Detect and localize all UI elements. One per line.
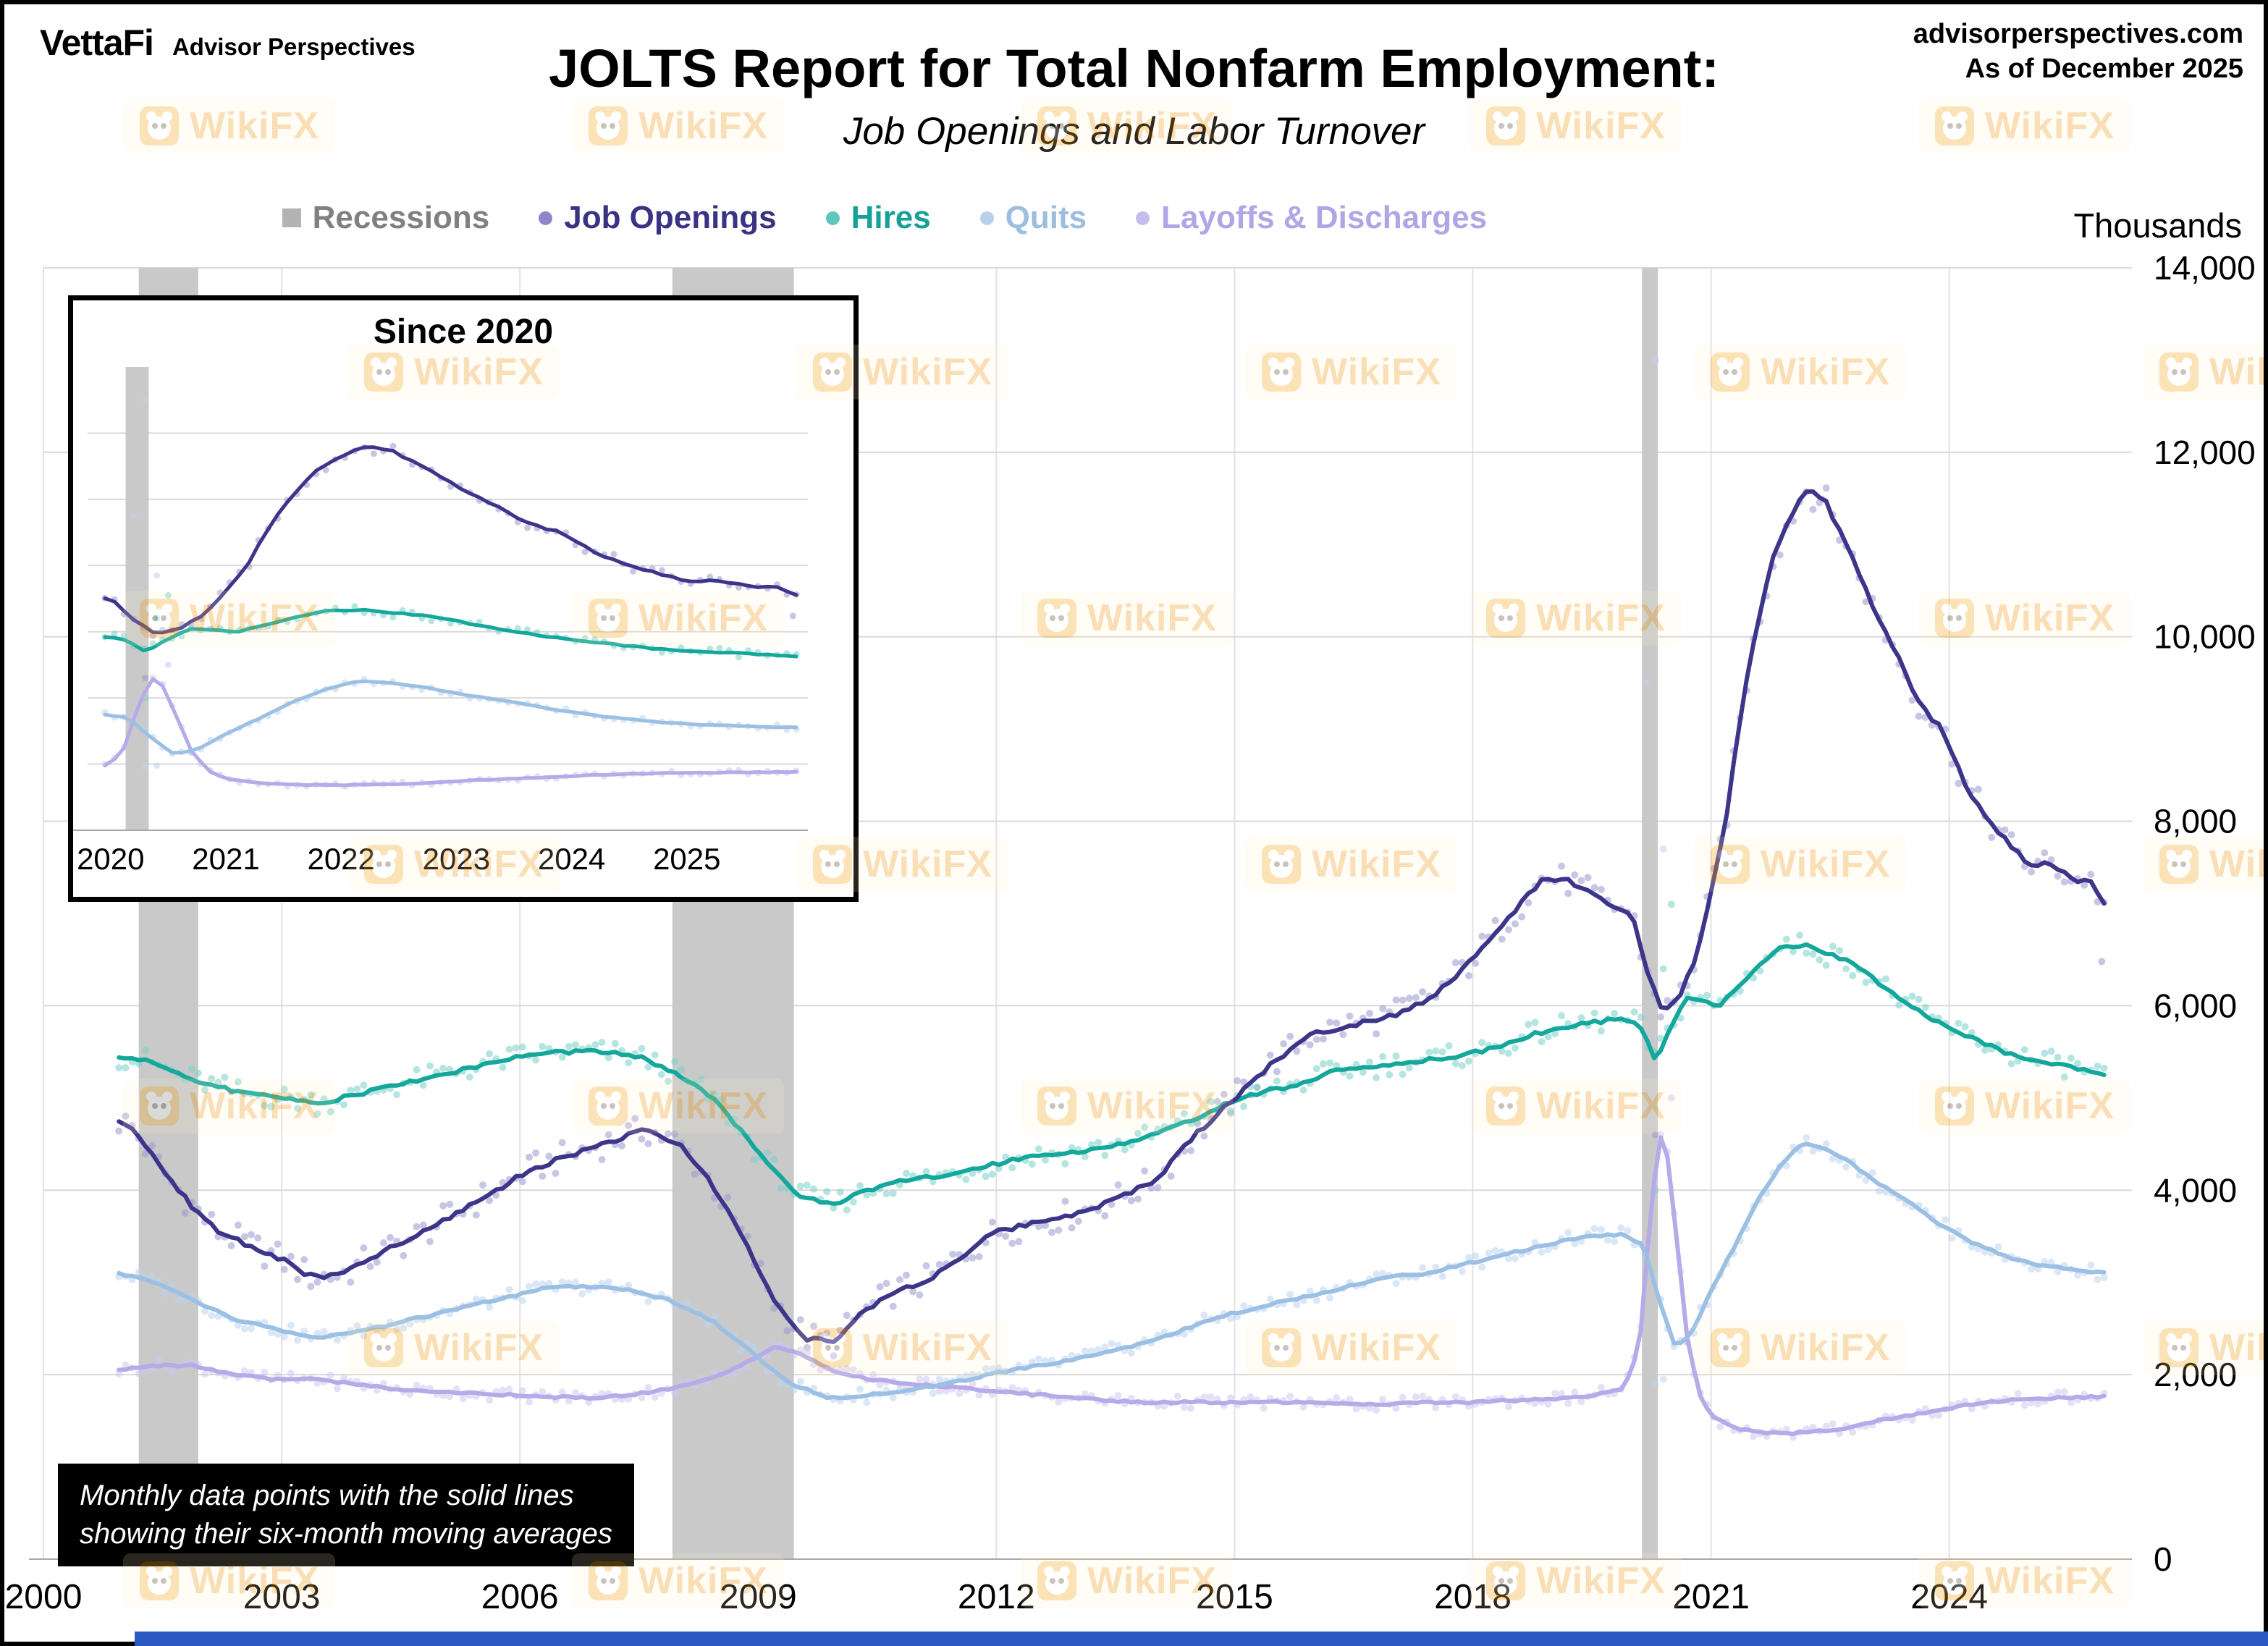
as-of-date: As of December 2025 xyxy=(1965,53,2243,84)
legend-item-job-openings: Job Openings xyxy=(539,200,777,236)
svg-text:2015: 2015 xyxy=(1196,1578,1273,1616)
legend-marker-recessions xyxy=(282,208,301,227)
legend-label-quits: Quits xyxy=(1005,200,1087,235)
bottom-blue-bar xyxy=(135,1632,2268,1646)
legend-label-recessions: Recessions xyxy=(312,200,490,235)
svg-text:2023: 2023 xyxy=(423,842,490,876)
inset-dots-hires xyxy=(101,591,800,701)
inset-line-quits xyxy=(103,679,798,755)
svg-text:2009: 2009 xyxy=(720,1578,797,1616)
legend-label-layoffs: Layoffs & Discharges xyxy=(1161,200,1488,235)
chart-subtitle: Job Openings and Labor Turnover xyxy=(843,110,1425,153)
inset-chart-box: 2020 2021 2022 2023 2024 2025 Since 2020 xyxy=(68,295,859,902)
source-block: advisorperspectives.com As of December 2… xyxy=(1913,17,2243,86)
legend-marker-job-openings xyxy=(539,211,553,225)
svg-text:2000: 2000 xyxy=(5,1578,83,1616)
svg-text:0: 0 xyxy=(2154,1540,2172,1578)
svg-text:2022: 2022 xyxy=(307,842,374,876)
svg-text:2006: 2006 xyxy=(481,1578,559,1616)
inset-gridlines xyxy=(88,432,808,765)
caption-line-2: showing their six-month moving averages xyxy=(80,1517,612,1550)
svg-text:2,000: 2,000 xyxy=(2154,1356,2237,1393)
main-dots-quits xyxy=(115,1134,2108,1406)
svg-text:2025: 2025 xyxy=(653,842,720,876)
source-site: advisorperspectives.com xyxy=(1913,19,2243,49)
svg-text:6,000: 6,000 xyxy=(2154,987,2237,1024)
legend-item-layoffs: Layoffs & Discharges xyxy=(1136,200,1487,236)
legend-label-job-openings: Job Openings xyxy=(564,200,777,235)
advisor-perspectives-label: Advisor Perspectives xyxy=(172,33,416,60)
units-label: Thousands xyxy=(2073,206,2242,245)
inset-chart: 2020 2021 2022 2023 2024 2025 xyxy=(73,367,808,876)
vettafi-logo: VettaFi xyxy=(40,22,154,63)
legend-item-hires: Hires xyxy=(825,200,931,236)
legend-marker-quits xyxy=(979,211,994,225)
svg-text:14,000: 14,000 xyxy=(2154,249,2256,287)
title-block: JOLTS Report for Total Nonfarm Employmen… xyxy=(0,38,2268,153)
main-line-quits xyxy=(117,1141,2107,1401)
svg-text:2012: 2012 xyxy=(958,1578,1035,1616)
svg-text:2018: 2018 xyxy=(1434,1578,1512,1616)
svg-text:8,000: 8,000 xyxy=(2154,803,2237,840)
legend-item-recessions: Recessions xyxy=(282,200,490,236)
svg-text:2021: 2021 xyxy=(192,842,259,876)
legend-item-quits: Quits xyxy=(979,200,1087,236)
chart-title: JOLTS Report for Total Nonfarm Employmen… xyxy=(548,38,1720,98)
brand-block: VettaFi Advisor Perspectives xyxy=(40,22,416,64)
inset-recession-bands xyxy=(125,367,149,830)
legend-marker-layoffs xyxy=(1136,211,1150,225)
caption-box: Monthly data points with the solid lines… xyxy=(58,1464,634,1566)
svg-text:12,000: 12,000 xyxy=(2154,434,2256,471)
caption-line-1: Monthly data points with the solid lines xyxy=(80,1480,574,1511)
main-line-layoffs xyxy=(117,1135,2107,1437)
svg-text:2020: 2020 xyxy=(77,842,144,876)
inset-dots-layoffs xyxy=(101,397,800,790)
svg-text:4,000: 4,000 xyxy=(2154,1171,2237,1209)
svg-text:2003: 2003 xyxy=(243,1578,321,1616)
inset-line-job-openings xyxy=(103,445,798,635)
main-x-axis-labels: 2000 2003 2006 2009 2012 2015 2018 2021 2024 xyxy=(5,1578,1988,1616)
svg-text:2024: 2024 xyxy=(1910,1578,1988,1616)
svg-text:2021: 2021 xyxy=(1672,1578,1750,1616)
legend-label-hires: Hires xyxy=(851,200,931,235)
recession-band xyxy=(125,367,149,830)
inset-title: Since 2020 xyxy=(373,313,554,351)
svg-text:2024: 2024 xyxy=(538,842,605,876)
inset-line-layoffs xyxy=(103,677,798,788)
main-y-axis-labels: 0 2,000 4,000 6,000 8,000 10,000 12,000 14,000 xyxy=(2154,249,2256,1578)
main-line-job-openings xyxy=(117,489,2107,1344)
inset-dots-job-openings xyxy=(101,442,800,682)
chart-legend: Recessions Job Openings Hires Quits Layoffs … xyxy=(0,200,1769,236)
main-line-hires xyxy=(117,942,2107,1206)
inset-line-hires xyxy=(103,607,798,659)
recession-band xyxy=(1642,268,1658,1559)
inset-x-axis-labels: 2020 2021 2022 2023 2024 2025 xyxy=(77,842,720,876)
legend-marker-hires xyxy=(825,211,840,225)
svg-text:10,000: 10,000 xyxy=(2154,618,2256,656)
